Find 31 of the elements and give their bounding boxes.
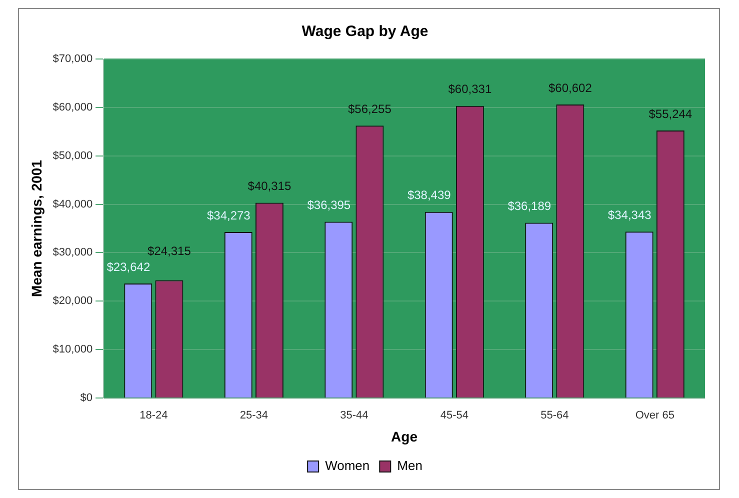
data-label: $34,273 [206, 208, 251, 222]
data-label: $24,315 [148, 244, 192, 258]
y-tick-label: $20,000 [52, 295, 93, 308]
y-axis-title: Mean earnings, 2001 [28, 160, 44, 297]
y-tick-label: $60,000 [52, 101, 93, 114]
x-tick-label: Over 65 [635, 410, 674, 422]
x-axis-title: Age [391, 428, 418, 444]
y-tick-label: $50,000 [52, 150, 93, 162]
data-label: $36,189 [508, 199, 552, 214]
chart-title: Wage Gap by Age [302, 23, 428, 40]
data-label: $23,642 [106, 260, 150, 274]
data-label: $60,331 [448, 82, 492, 96]
legend-label: Men [397, 458, 422, 474]
y-tick-label: $70,000 [52, 53, 93, 66]
data-label: $55,244 [648, 106, 692, 121]
data-label: $38,439 [407, 188, 452, 202]
x-tick-label: 35-44 [340, 410, 368, 422]
data-label: $40,315 [248, 179, 292, 194]
data-label: $36,395 [307, 198, 351, 212]
legend-label: Women [325, 458, 370, 474]
data-label: $56,255 [348, 102, 392, 116]
x-tick-label: 55-64 [540, 410, 569, 422]
y-tick-label: $10,000 [52, 344, 93, 356]
x-tick-label: 18-24 [140, 410, 168, 422]
x-tick-label: 25-34 [240, 410, 268, 422]
y-tick-label: $30,000 [52, 246, 93, 259]
data-label: $60,602 [548, 80, 592, 95]
data-label: $34,343 [608, 208, 652, 222]
y-tick-label: $40,000 [52, 198, 93, 210]
y-tick-label: $0 [80, 392, 93, 404]
x-tick-label: 45-54 [440, 410, 468, 422]
